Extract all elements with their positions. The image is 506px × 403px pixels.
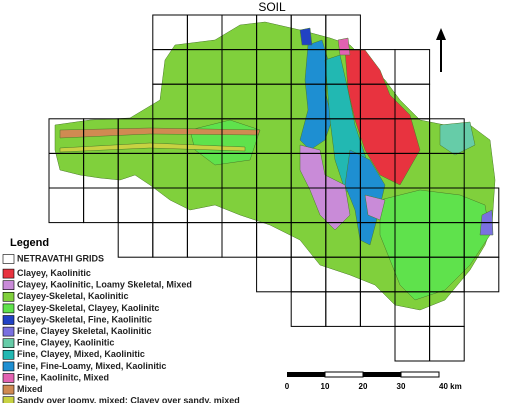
legend-label: Sandy over loomy, mixed; Clayey over san… bbox=[17, 396, 240, 403]
legend-label: Fine, Clayey, Mixed, Kaolinitic bbox=[17, 349, 145, 359]
legend-swatch bbox=[2, 373, 15, 383]
legend-label: Clayey-Skeletal, Kaolinitic bbox=[17, 291, 129, 301]
scale-bar: 0 10 20 30 40 km bbox=[285, 371, 462, 391]
soil-region bbox=[337, 37, 351, 56]
legend-label: Clayey-Skeletal, Clayey, Kaolinitc bbox=[17, 303, 159, 313]
legend-label: Clayey, Kaolinitic, Loamy Skeletal, Mixe… bbox=[17, 280, 192, 290]
legend-swatch bbox=[2, 384, 15, 395]
legend: NETRAVATHI GRIDS Clayey, Kaolinitic Clayey… bbox=[2, 253, 240, 403]
soil-region bbox=[59, 127, 261, 139]
legend-label: Fine, Kaolinitc, Mixed bbox=[17, 372, 109, 382]
legend-swatch bbox=[2, 268, 15, 279]
grid-cell bbox=[463, 256, 500, 293]
grid-cell bbox=[152, 222, 188, 258]
grid-cell bbox=[394, 49, 431, 85]
legend-swatch bbox=[2, 280, 15, 291]
legend-label: Fine, Clayey Skeletal, Kaolinitic bbox=[17, 326, 152, 336]
grid-cell bbox=[221, 222, 258, 258]
legend-swatch bbox=[2, 338, 15, 349]
grid-cell bbox=[117, 187, 154, 224]
grid-cell bbox=[325, 291, 361, 327]
scale-label: 10 bbox=[321, 382, 330, 391]
legend-title: Legend bbox=[10, 237, 49, 249]
soil-region bbox=[364, 194, 386, 221]
scale-label: 40 km bbox=[439, 382, 462, 391]
grid-cell bbox=[256, 256, 292, 293]
scale-label: 20 bbox=[359, 382, 368, 391]
legend-swatch bbox=[2, 291, 15, 302]
soil-region bbox=[379, 189, 491, 301]
netravathi-grids bbox=[48, 14, 500, 362]
grid-cell bbox=[429, 325, 465, 362]
north-arrow bbox=[436, 28, 446, 72]
grid-cell bbox=[186, 222, 223, 258]
legend-label: Clayey, Kaolinitic bbox=[17, 268, 91, 278]
grid-cell bbox=[83, 187, 119, 224]
soil-region bbox=[439, 121, 476, 156]
soil-polygons bbox=[54, 21, 496, 311]
legend-swatch bbox=[2, 315, 15, 325]
legend-label: Fine, Fine-Loamy, Mixed, Kaolinitic bbox=[17, 361, 166, 371]
legend-label: Clayey-Skeletal, Fine, Kaolinitic bbox=[17, 314, 152, 324]
map-title: SOIL bbox=[258, 0, 286, 14]
legend-swatch bbox=[2, 349, 15, 360]
legend-swatch bbox=[2, 361, 15, 372]
grid-cell bbox=[290, 291, 327, 327]
scale-label: 30 bbox=[397, 382, 406, 391]
grid-cell bbox=[117, 222, 154, 258]
legend-swatch bbox=[2, 254, 15, 264]
grid-cell bbox=[48, 187, 85, 224]
grid-cell bbox=[394, 325, 431, 362]
scale-label: 0 bbox=[285, 382, 290, 391]
soil-region bbox=[344, 149, 386, 246]
legend-swatch bbox=[2, 326, 15, 337]
soil-region bbox=[299, 27, 313, 46]
legend-swatch bbox=[2, 303, 15, 314]
legend-swatch bbox=[2, 396, 15, 403]
legend-label: NETRAVATHI GRIDS bbox=[17, 253, 104, 263]
legend-label: Fine, Clayey, Kaolinitic bbox=[17, 338, 114, 348]
legend-label: Mixed bbox=[17, 384, 43, 394]
